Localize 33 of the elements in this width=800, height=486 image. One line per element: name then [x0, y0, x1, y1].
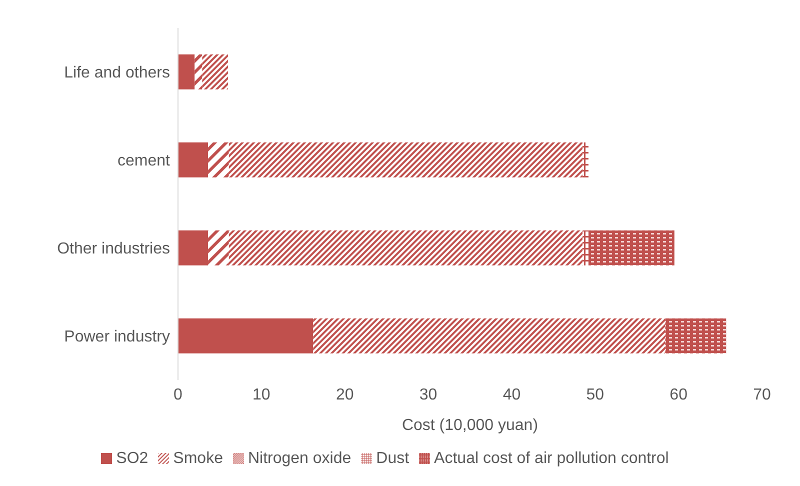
legend-label: SO2 — [116, 450, 148, 467]
bar — [208, 142, 229, 178]
y-tick-label: cement — [118, 152, 171, 170]
bar — [208, 230, 229, 266]
legend-label: Dust — [376, 450, 410, 467]
x-tick-label: 10 — [252, 386, 270, 404]
bar — [228, 230, 583, 266]
x-tick-label: 60 — [670, 386, 688, 404]
legend-label: Actual cost of air pollution control — [434, 450, 669, 467]
x-tick-label: 50 — [586, 386, 604, 404]
legend-label: Smoke — [173, 450, 223, 467]
x-tick-label: 70 — [753, 386, 771, 404]
bar — [313, 318, 666, 354]
x-tick-label: 20 — [336, 386, 354, 404]
legend-label: Nitrogen oxide — [248, 450, 352, 467]
y-tick-label: Other industries — [57, 240, 170, 258]
bar — [202, 54, 228, 90]
y-tick-label: Power industry — [64, 328, 170, 346]
bar — [178, 318, 314, 354]
x-tick-label: 0 — [174, 386, 183, 404]
bar — [228, 142, 583, 178]
bar — [582, 142, 588, 178]
bar — [588, 230, 674, 266]
bar — [178, 54, 195, 90]
bar — [178, 142, 208, 178]
x-tick-label: 30 — [419, 386, 438, 404]
bar — [178, 230, 208, 266]
x-tick-label: 40 — [502, 386, 521, 404]
y-tick-label: Life and others — [64, 64, 170, 82]
x-axis-title: Cost (10,000 yuan) — [402, 417, 538, 434]
bar — [665, 318, 726, 354]
bar — [194, 54, 202, 90]
bar — [582, 230, 588, 266]
